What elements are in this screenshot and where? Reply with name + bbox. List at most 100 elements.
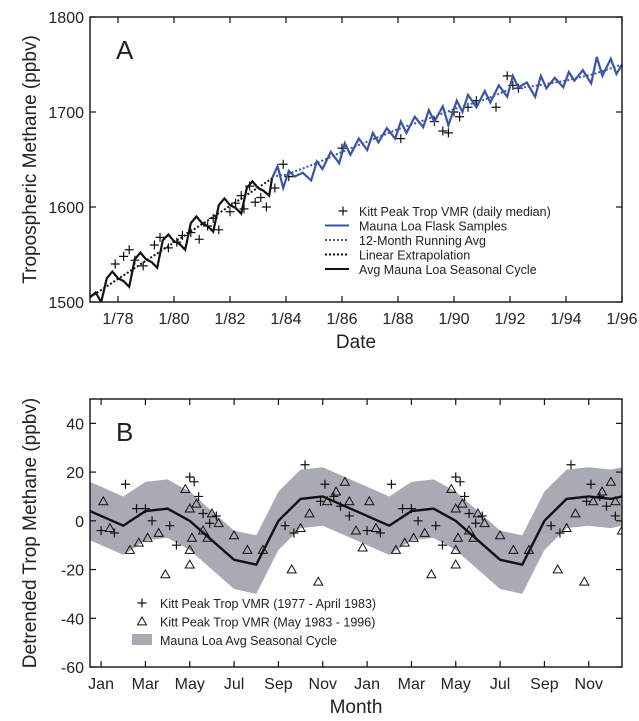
x-tick-label-6: 1/90 xyxy=(438,311,469,328)
x-tick-label-3: 1/84 xyxy=(270,311,301,328)
series-b-2-point-4 xyxy=(142,532,153,542)
series-b-1-point-23 xyxy=(375,528,385,538)
y-tick-label-5: 40 xyxy=(66,416,84,433)
series-b-2-point-5 xyxy=(153,527,165,537)
x-tick-label-10: Sep xyxy=(530,676,559,693)
series-b-2-point-18 xyxy=(242,544,253,554)
plot-area xyxy=(90,56,622,302)
series-b-2-point-30 xyxy=(363,495,375,506)
panel-label: B xyxy=(116,417,133,447)
series-a-0-point-29 xyxy=(438,126,448,136)
series-b-1-point-27 xyxy=(413,516,423,526)
series-b-2-point-14 xyxy=(202,532,213,542)
legend-label-4: Avg Mauna Loa Seasonal Cycle xyxy=(359,263,537,277)
series-b-1-point-39 xyxy=(582,496,592,506)
x-tick-label-3: Jul xyxy=(224,676,244,693)
series-b-2-point-50 xyxy=(552,564,564,574)
series-b-2-point-25 xyxy=(330,486,342,496)
series-b-2-point-2 xyxy=(124,544,136,554)
y-tick-label-0: -60 xyxy=(61,660,84,677)
legend-label-0: Kitt Peak Trop VMR (daily median) xyxy=(359,205,551,219)
y-tick-label-3: 0 xyxy=(75,514,84,531)
series-b-1-point-1 xyxy=(109,528,119,538)
legend-label-2: Mauna Loa Avg Seasonal Cycle xyxy=(160,634,337,648)
x-tick-label-0: Jan xyxy=(88,676,114,693)
series-b-2-point-53 xyxy=(578,576,590,586)
legend-marker-0 xyxy=(338,206,348,216)
series-b-2-point-29 xyxy=(357,542,369,552)
series-b-2-point-7 xyxy=(179,483,191,494)
series-b-2-point-9 xyxy=(184,544,196,554)
series-a-0-point-11 xyxy=(194,234,204,244)
series-b-1-point-2 xyxy=(120,479,130,489)
series-a-0-point-36 xyxy=(502,71,512,81)
series-b-1-point-6 xyxy=(165,521,175,531)
series-b-2-point-45 xyxy=(472,508,484,518)
legend: Kitt Peak Trop VMR (1977 - April 1983) Ki… xyxy=(132,597,376,648)
series-a-0-point-7 xyxy=(163,243,173,253)
series-a-4-line xyxy=(90,178,274,302)
series-b-1-point-10 xyxy=(194,491,204,501)
series-b-2-point-13 xyxy=(197,525,209,535)
series-b-1-point-29 xyxy=(437,540,447,550)
series-b-1-point-19 xyxy=(329,491,339,501)
series-a-0-point-5 xyxy=(149,240,159,250)
series-b-2-point-54 xyxy=(587,495,599,506)
series-a-0-point-0 xyxy=(110,259,120,269)
x-tick-label-11: Nov xyxy=(575,676,603,693)
series-b-1-point-34 xyxy=(471,518,481,528)
series-b-2-point-41 xyxy=(452,532,464,542)
series-b-2-point-24 xyxy=(321,495,333,506)
series-b-1-point-26 xyxy=(406,504,416,514)
series-b-1-point-37 xyxy=(555,528,565,538)
x-tick-label-1: 1/80 xyxy=(158,311,189,328)
x-tick-label-6: Jan xyxy=(354,676,380,693)
y-tick-label-3: 1800 xyxy=(48,10,84,27)
series-a-0-point-1 xyxy=(119,251,129,261)
series-b-1-point-15 xyxy=(289,528,299,538)
x-tick-label-8: 1/94 xyxy=(550,311,581,328)
series-b-2-point-20 xyxy=(286,564,298,574)
x-axis-label: Month xyxy=(330,697,383,718)
series-b-1-point-17 xyxy=(316,496,326,506)
series-a-0-point-6 xyxy=(155,232,165,242)
series-a-2-line xyxy=(271,63,622,178)
series-b-1-point-42 xyxy=(601,501,611,511)
y-axis-label: Detrended Trop Methane (ppbv) xyxy=(20,398,41,668)
legend-label-1: Kitt Peak Trop VMR (May 1983 - 1996) xyxy=(160,616,375,630)
series-b-2-point-36 xyxy=(426,568,437,579)
series-b-1-point-7 xyxy=(171,540,181,550)
series-b-1-point-16 xyxy=(300,460,310,470)
series-b-2-point-6 xyxy=(160,568,171,579)
series-b-2-point-37 xyxy=(445,483,457,494)
series-b-1-point-14 xyxy=(280,521,290,531)
x-tick-label-7: 1/92 xyxy=(494,311,525,328)
series-b-2-point-32 xyxy=(390,544,402,554)
series-b-1-point-43 xyxy=(610,511,620,521)
plot-area xyxy=(90,460,622,594)
series-b-1-point-41 xyxy=(595,491,605,501)
x-tick-label-4: 1/86 xyxy=(326,311,357,328)
series-a-3-line xyxy=(90,177,273,299)
series-b-2-point-51 xyxy=(561,522,572,533)
x-tick-label-8: May xyxy=(441,676,471,693)
series-a-0-point-15 xyxy=(225,207,235,217)
series-a-0-point-32 xyxy=(455,112,465,122)
x-tick-label-9: Jul xyxy=(490,676,510,693)
series-b-1-point-40 xyxy=(586,479,596,489)
series-b-2-point-8 xyxy=(184,503,196,513)
series-b-2-point-19 xyxy=(257,544,269,554)
series-b-2-point-11 xyxy=(186,532,198,542)
series-b-1-point-25 xyxy=(398,504,408,514)
legend-label-2: 12-Month Running Avg xyxy=(359,234,486,248)
x-tick-label-7: Mar xyxy=(398,676,426,693)
series-b-2-point-47 xyxy=(494,529,506,540)
x-tick-label-4: Sep xyxy=(264,676,293,693)
y-axis-label: Tropospheric Methane (ppbv) xyxy=(20,35,41,284)
legend-marker-2 xyxy=(132,634,152,645)
series-a-0-point-27 xyxy=(396,134,406,144)
series-b-2-point-1 xyxy=(104,522,116,533)
series-b-2-point-48 xyxy=(508,544,519,554)
x-axis-label: Date xyxy=(336,332,376,353)
series-b-2-point-22 xyxy=(304,508,315,518)
